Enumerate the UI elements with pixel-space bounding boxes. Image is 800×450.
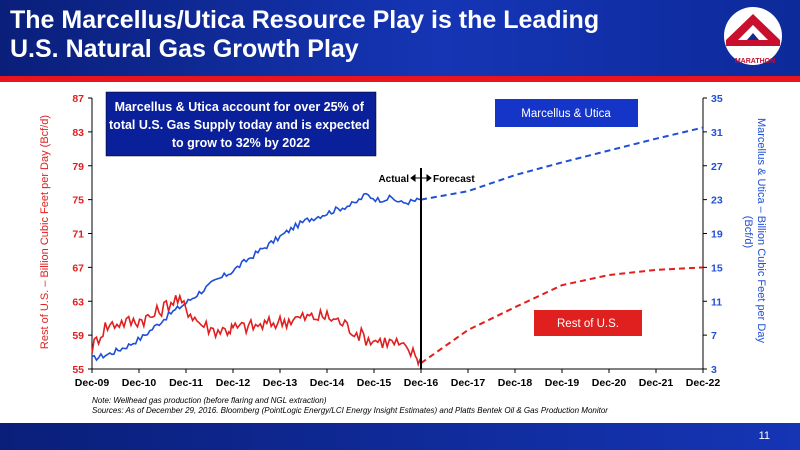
page-number: 11: [758, 430, 770, 442]
right-tick-label: 11: [711, 296, 722, 308]
left-tick-label: 79: [72, 161, 84, 173]
series-actual-line-1: [91, 293, 422, 368]
right-tick-label: 35: [711, 93, 723, 105]
x-tick-label: Dec-20: [592, 377, 627, 389]
legend-marcellus-box: [495, 99, 638, 127]
legend-rest-label: Rest of U.S.: [557, 318, 619, 330]
slide-title: The Marcellus/Utica Resource Play is the…: [10, 6, 600, 63]
x-tick-label: Dec-22: [686, 377, 721, 389]
header-bar: [0, 0, 800, 76]
left-tick-label: 75: [72, 195, 84, 207]
x-tick-label: Dec-14: [310, 377, 345, 389]
left-tick-label: 55: [72, 364, 84, 376]
right-tick-label: 3: [711, 364, 717, 376]
left-tick-label: 83: [72, 127, 84, 139]
right-axis-label: Marcellus & Utica – Billion Cubic Feet p…: [742, 118, 767, 346]
x-tick-label: Dec-09: [75, 377, 110, 389]
callout-box: [105, 91, 377, 157]
logo-text: MARATHON: [734, 58, 776, 65]
series-forecast-line-1: [420, 266, 704, 364]
right-tick-label: 23: [711, 195, 723, 207]
footer-bar: [0, 423, 800, 450]
forecast-label: Forecast: [433, 174, 475, 185]
left-tick-label: 71: [72, 229, 84, 241]
chart-notes: Note: Wellhead gas production (before fl…: [92, 396, 792, 416]
right-axis-label-line2: (Bcf/d): [742, 216, 754, 248]
x-tick-label: Dec-11: [169, 377, 203, 389]
x-tick-label: Dec-13: [263, 377, 298, 389]
production-chart: 87 83 79 75 71 67 63 59 55 35 31 27 23 19 15 11 7 3 Dec-…: [39, 91, 767, 389]
left-tick-label: 59: [72, 330, 84, 342]
x-tick-label: Dec-18: [498, 377, 533, 389]
header-red-rule: [0, 76, 800, 82]
marathon-logo-icon: [724, 7, 782, 65]
series-forecast-line-0: [420, 126, 704, 201]
x-tick-label: Dec-12: [216, 377, 251, 389]
sources-line: Sources: As of December 29, 2016. Bloomb…: [92, 406, 608, 415]
right-tick-label: 7: [711, 330, 717, 342]
left-tick-label: 63: [72, 296, 84, 308]
right-tick-label: 19: [711, 229, 723, 241]
right-tick-label: 31: [711, 127, 723, 139]
left-axis-label: Rest of U.S. – Billion Cubic Feet per Da…: [39, 115, 51, 349]
x-tick-label: Dec-17: [451, 377, 486, 389]
left-tick-label: 87: [72, 93, 84, 105]
x-tick-label: Dec-15: [357, 377, 392, 389]
note-line: Note: Wellhead gas production (before fl…: [92, 396, 327, 405]
legend-marcellus-label: Marcellus & Utica: [521, 108, 611, 120]
callout-text: Marcellus & Utica account for over 25% o…: [109, 100, 373, 150]
x-tick-label: Dec-21: [639, 377, 674, 389]
right-tick-label: 15: [711, 262, 723, 274]
divider-double-arrow-icon: [410, 174, 432, 182]
x-tick-label: Dec-16: [404, 377, 439, 389]
x-tick-label: Dec-19: [545, 377, 580, 389]
left-tick-label: 67: [72, 262, 84, 274]
x-tick-label: Dec-10: [122, 377, 157, 389]
legend-rest-box: [534, 310, 642, 336]
series-actual-line-0: [91, 192, 422, 362]
right-tick-label: 27: [711, 161, 723, 173]
actual-label: Actual: [378, 174, 409, 185]
right-axis-label-line1: Marcellus & Utica – Billion Cubic Feet p…: [755, 118, 767, 343]
